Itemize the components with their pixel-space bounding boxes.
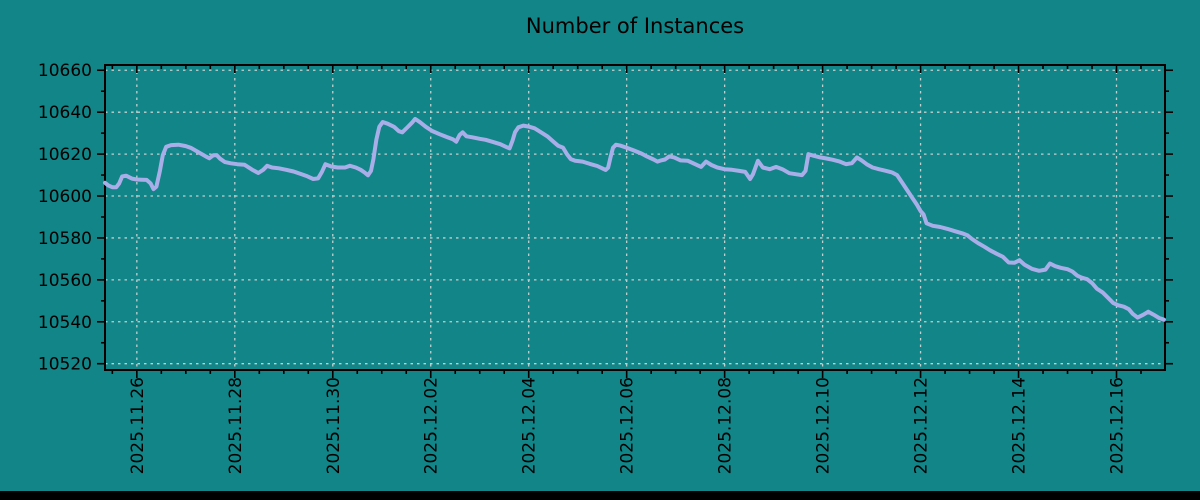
y-tick-label: 10620: [38, 145, 92, 165]
y-tick-label: 10520: [38, 355, 92, 375]
series-line-instances: [103, 116, 1166, 322]
x-tick-label: 2025.11.28: [226, 377, 246, 474]
x-tick-label: 2025.12.10: [814, 377, 834, 474]
x-tick-label: 2025.12.16: [1108, 377, 1128, 474]
y-tick-label: 10540: [38, 313, 92, 333]
x-tick-label: 2025.11.30: [324, 377, 344, 474]
chart-title: Number of Instances: [525, 14, 745, 38]
y-tick-label: 10660: [38, 61, 92, 81]
plot-frame: [104, 64, 1166, 371]
window-bottom-bar: [0, 491, 1200, 500]
x-tick-label: 2025.12.02: [422, 377, 442, 474]
x-tick-label: 2025.11.26: [128, 377, 148, 474]
x-tick-label: 2025.12.04: [520, 377, 540, 474]
x-tick-label: 2025.12.06: [618, 377, 638, 474]
x-tick-label: 2025.12.14: [1010, 377, 1030, 474]
y-tick-label: 10580: [38, 229, 92, 249]
y-tick-label: 10560: [38, 271, 92, 291]
y-tick-label: 10640: [38, 103, 92, 123]
y-tick-label: 10600: [38, 187, 92, 207]
x-tick-label: 2025.12.08: [716, 377, 736, 474]
x-tick-label: 2025.12.12: [912, 377, 932, 474]
